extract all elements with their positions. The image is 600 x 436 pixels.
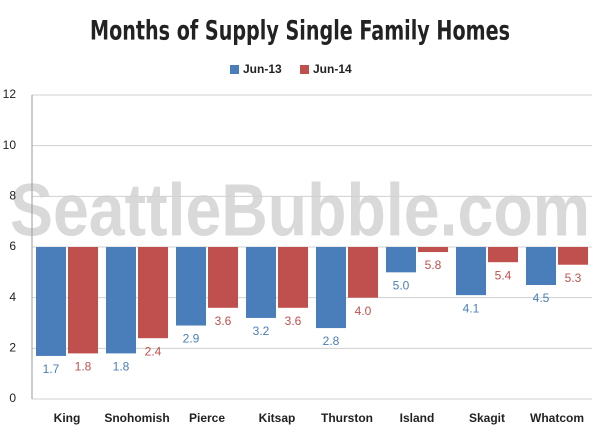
data-label: 5.4 [495,268,512,282]
x-tick-label: Kitsap [259,411,296,425]
bar [208,247,238,308]
bar [418,247,448,253]
data-label: 2.4 [145,344,162,358]
data-label: 3.6 [215,314,232,328]
bar [36,247,66,356]
x-tick-label: Skagit [469,411,505,425]
data-label: 1.7 [43,362,60,376]
x-tick-label: Pierce [189,411,225,425]
y-tick-label: 8 [9,189,16,203]
data-label: 4.0 [355,304,372,318]
chart-title: Months of Supply Single Family Homes [90,16,510,47]
y-tick-label: 10 [3,138,17,152]
bar [386,247,416,273]
data-label: 1.8 [113,360,130,374]
bar [316,247,346,329]
data-label: 4.5 [533,291,550,305]
data-label: 5.8 [425,258,442,272]
y-tick-label: 2 [9,341,16,355]
x-tick-label: Snohomish [104,411,169,425]
legend-label: Jun-14 [313,62,352,76]
x-tick-label: King [54,411,81,425]
bar [246,247,276,318]
bar [138,247,168,339]
legend-swatch [230,65,239,74]
bar [176,247,206,326]
data-label: 2.9 [183,332,200,346]
x-tick-label: Whatcom [530,411,584,425]
data-label: 1.8 [75,360,92,374]
bar [106,247,136,354]
data-label: 2.8 [323,334,340,348]
bar [558,247,588,265]
bar [348,247,378,298]
watermark: SeattleBubble.com [10,169,590,252]
legend-swatch [300,65,309,74]
x-tick-label: Island [400,411,435,425]
bar [526,247,556,285]
x-tick-label: Thurston [321,411,373,425]
bar [456,247,486,296]
bar [488,247,518,263]
bar [68,247,98,354]
bar [278,247,308,308]
y-tick-label: 4 [9,290,16,304]
data-label: 3.6 [285,314,302,328]
data-label: 5.3 [565,271,582,285]
y-tick-label: 6 [9,239,16,253]
y-tick-label: 0 [9,391,16,405]
data-label: 5.0 [393,279,410,293]
data-label: 3.2 [253,324,270,338]
data-label: 4.1 [463,301,480,315]
legend-label: Jun-13 [243,62,282,76]
y-tick-label: 12 [3,87,17,101]
